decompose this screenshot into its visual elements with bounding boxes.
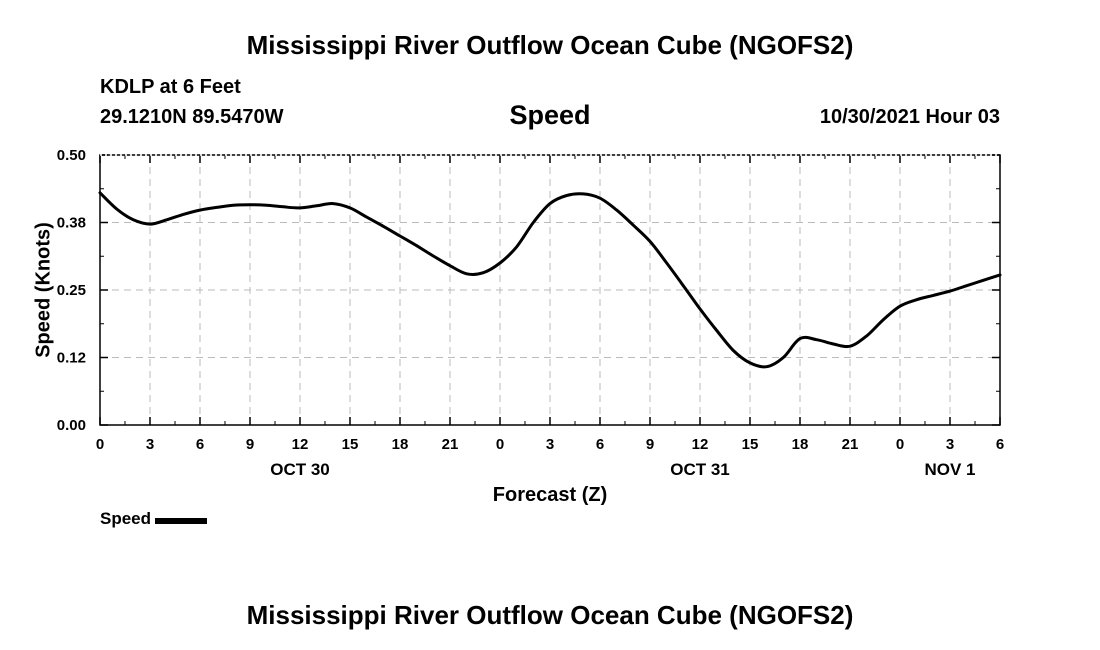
tick-label-layer: 0 3 6 9 12 15 18 21 0 3 6 9 12 15 18 21 0 3 6 0.00 0.12 0.25 0… — [57, 147, 1004, 479]
y-tick-label: 0.50 — [57, 147, 86, 164]
x-tick-label: 9 — [246, 436, 254, 453]
x-tick-label: 9 — [646, 436, 654, 453]
x-tick-label: 0 — [96, 436, 104, 453]
main-title: Mississippi River Outflow Ocean Cube (NG… — [246, 30, 854, 60]
x-tick-label: 3 — [946, 436, 954, 453]
day-label: NOV 1 — [924, 460, 975, 479]
x-tick-label: 6 — [596, 436, 604, 453]
legend: Speed — [100, 509, 208, 529]
day-label: OCT 30 — [270, 460, 330, 479]
tick-layer — [99, 154, 1001, 426]
x-tick-label: 6 — [996, 436, 1004, 453]
day-label: OCT 31 — [670, 460, 730, 479]
valid-time: 10/30/2021 Hour 03 — [819, 106, 1000, 128]
x-tick-label: 18 — [792, 436, 809, 453]
x-tick-label: 6 — [196, 436, 204, 453]
y-tick-label: 0.12 — [57, 350, 86, 367]
y-axis-label: Speed (Knots) — [32, 222, 54, 358]
x-tick-label: 21 — [442, 436, 459, 453]
legend-swatch — [155, 518, 208, 524]
x-tick-label: 18 — [392, 436, 409, 453]
grid-layer — [100, 155, 1000, 425]
legend-label: Speed — [100, 509, 152, 528]
station-coordinates: 29.1210N 89.5470W — [100, 106, 284, 128]
y-tick-label: 0.00 — [57, 417, 86, 434]
x-tick-label: 0 — [896, 436, 904, 453]
chart-title: Speed — [509, 100, 591, 130]
y-tick-label: 0.38 — [57, 215, 86, 232]
x-tick-label: 3 — [546, 436, 554, 453]
x-tick-label: 3 — [146, 436, 154, 453]
bottom-title: Mississippi River Outflow Ocean Cube (NG… — [246, 600, 854, 630]
x-tick-label: 15 — [742, 436, 759, 453]
station-label: KDLP at 6 Feet — [100, 76, 241, 98]
y-tick-label: 0.25 — [57, 282, 86, 299]
x-tick-label: 12 — [692, 436, 709, 453]
x-axis-label: Forecast (Z) — [493, 484, 607, 506]
x-tick-label: 12 — [292, 436, 309, 453]
x-tick-label: 21 — [842, 436, 859, 453]
x-tick-label: 15 — [342, 436, 359, 453]
x-tick-label: 0 — [496, 436, 504, 453]
speed-series-line — [98, 191, 1002, 369]
